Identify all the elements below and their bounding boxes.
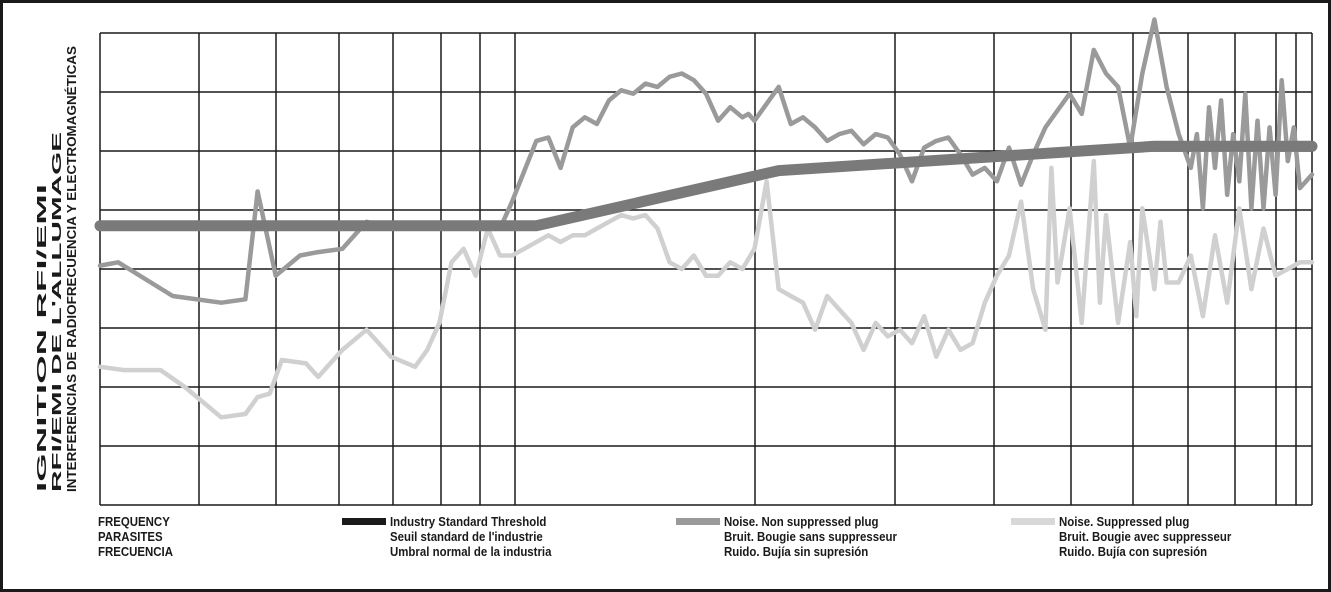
legend-label-non-suppressed-en: Noise. Non suppressed plug [724,514,879,529]
series-line-threshold [94,140,1318,232]
legend-label-threshold-es: Umbral normal de la industria [390,544,552,559]
legend-label-non-suppressed-es: Ruido. Bujía sin supresión [724,544,869,559]
legend-label-suppressed-fr: Bruit. Bougie avec suppresseur [1059,529,1232,544]
x-axis-label-line3: FRECUENCIA [98,544,174,559]
legend-label-suppressed-es: Ruido. Bujía con supresión [1059,544,1208,559]
legend-swatch-non-suppressed [676,518,720,525]
y-axis-label-line3: INTERFERENCIAS DE RADIOFRECUENCIA Y ELEC… [64,46,79,492]
series-line-suppressed [97,158,1315,420]
x-axis-label-line1: FREQUENCY [98,514,170,529]
x-axis-label-line2: PARASITES [98,529,163,544]
x-axis-label: FREQUENCY PARASITES FRECUENCIA [98,514,173,559]
y-axis-label-line2: RFI/EMI DE L'ALLUMAGE [50,132,64,492]
legend-label-threshold-fr: Seuil standard de l'industrie [390,529,543,544]
legend-label-non-suppressed-fr: Bruit. Bougie sans suppresseur [724,529,897,544]
legend-label-suppressed-en: Noise. Suppressed plug [1059,514,1190,529]
y-axis-label: IGNITION RFI/EMI RFI/EMI DE L'ALLUMAGE I… [35,46,79,492]
series-lines [94,17,1318,420]
legend-swatch-threshold [342,518,386,525]
legend-label-threshold-en: Industry Standard Threshold [390,514,547,529]
legend-swatch-suppressed [1011,518,1055,525]
y-axis-label-line1: IGNITION RFI/EMI [35,184,49,492]
